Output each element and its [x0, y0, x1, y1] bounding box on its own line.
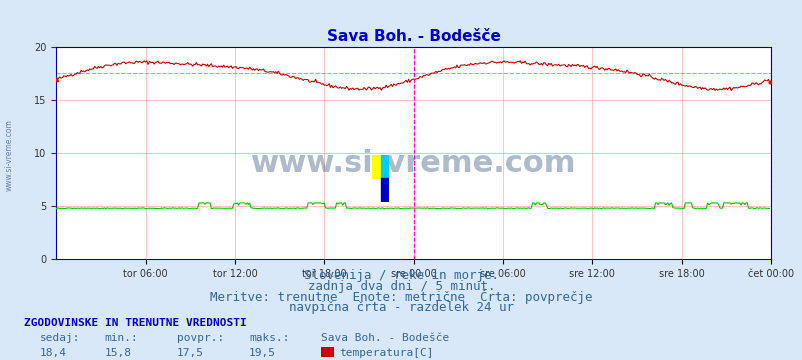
- Text: 18,4: 18,4: [40, 348, 67, 358]
- Text: sedaj:: sedaj:: [40, 333, 80, 343]
- Text: ZGODOVINSKE IN TRENUTNE VREDNOSTI: ZGODOVINSKE IN TRENUTNE VREDNOSTI: [24, 318, 246, 328]
- Text: temperatura[C]: temperatura[C]: [338, 348, 433, 358]
- Text: 19,5: 19,5: [249, 348, 276, 358]
- Text: Meritve: trenutne  Enote: metrične  Črta: povprečje: Meritve: trenutne Enote: metrične Črta: …: [210, 289, 592, 303]
- Text: 15,8: 15,8: [104, 348, 132, 358]
- Text: Sava Boh. - Bodešče: Sava Boh. - Bodešče: [321, 333, 449, 343]
- Text: Slovenija / reke in morje.: Slovenija / reke in morje.: [304, 269, 498, 282]
- Text: www.si-vreme.com: www.si-vreme.com: [5, 119, 14, 191]
- Text: 17,5: 17,5: [176, 348, 204, 358]
- Title: Sava Boh. - Bodešče: Sava Boh. - Bodešče: [326, 29, 500, 44]
- Text: maks.:: maks.:: [249, 333, 289, 343]
- Text: zadnja dva dni / 5 minut.: zadnja dva dni / 5 minut.: [307, 280, 495, 293]
- Bar: [380, 155, 389, 178]
- Bar: [380, 178, 389, 202]
- Text: www.si-vreme.com: www.si-vreme.com: [250, 149, 576, 178]
- Text: povpr.:: povpr.:: [176, 333, 224, 343]
- Bar: [371, 155, 380, 178]
- Text: navpična črta - razdelek 24 ur: navpična črta - razdelek 24 ur: [289, 301, 513, 314]
- Text: min.:: min.:: [104, 333, 138, 343]
